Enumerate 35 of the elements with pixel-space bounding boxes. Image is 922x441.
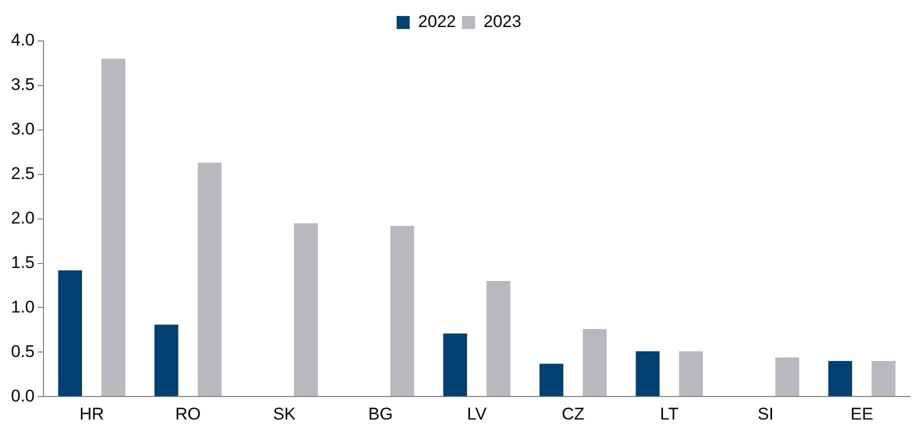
bar [679, 351, 703, 396]
bar [198, 162, 222, 396]
x-tick-label: HR [79, 404, 104, 424]
bar [486, 281, 510, 396]
x-tick-label: SI [758, 404, 774, 424]
x-tick-label: BG [368, 404, 393, 424]
bar [775, 357, 800, 396]
y-tick-label: 0.0 [10, 386, 35, 406]
x-tick-label: SK [272, 404, 296, 424]
x-tick-label: CZ [562, 404, 584, 424]
legend-label: 2022 [418, 12, 456, 32]
bar [390, 226, 414, 396]
bar [872, 361, 896, 396]
bar [443, 333, 468, 396]
y-tick-label: 3.0 [10, 120, 35, 139]
y-tick-label: 2.0 [10, 208, 35, 228]
bar [540, 364, 564, 396]
bar [636, 351, 660, 396]
x-tick-label: LT [660, 404, 679, 424]
bar [828, 361, 852, 396]
bar [154, 324, 178, 396]
bar [58, 270, 82, 396]
x-tick-label: LV [467, 404, 488, 424]
legend-label: 2023 [484, 12, 522, 32]
y-tick-label: 1.5 [10, 252, 35, 272]
y-tick-label: 3.5 [10, 75, 35, 94]
y-tick-label: 1.0 [10, 297, 35, 316]
bar [294, 223, 318, 396]
bar [582, 329, 607, 396]
x-tick-label: RO [175, 404, 201, 424]
y-tick-label: 2.5 [10, 164, 35, 184]
y-tick-label: 0.5 [10, 342, 35, 361]
y-tick-label: 4.0 [10, 30, 35, 50]
x-tick-label: EE [850, 404, 874, 424]
bar [102, 58, 126, 396]
